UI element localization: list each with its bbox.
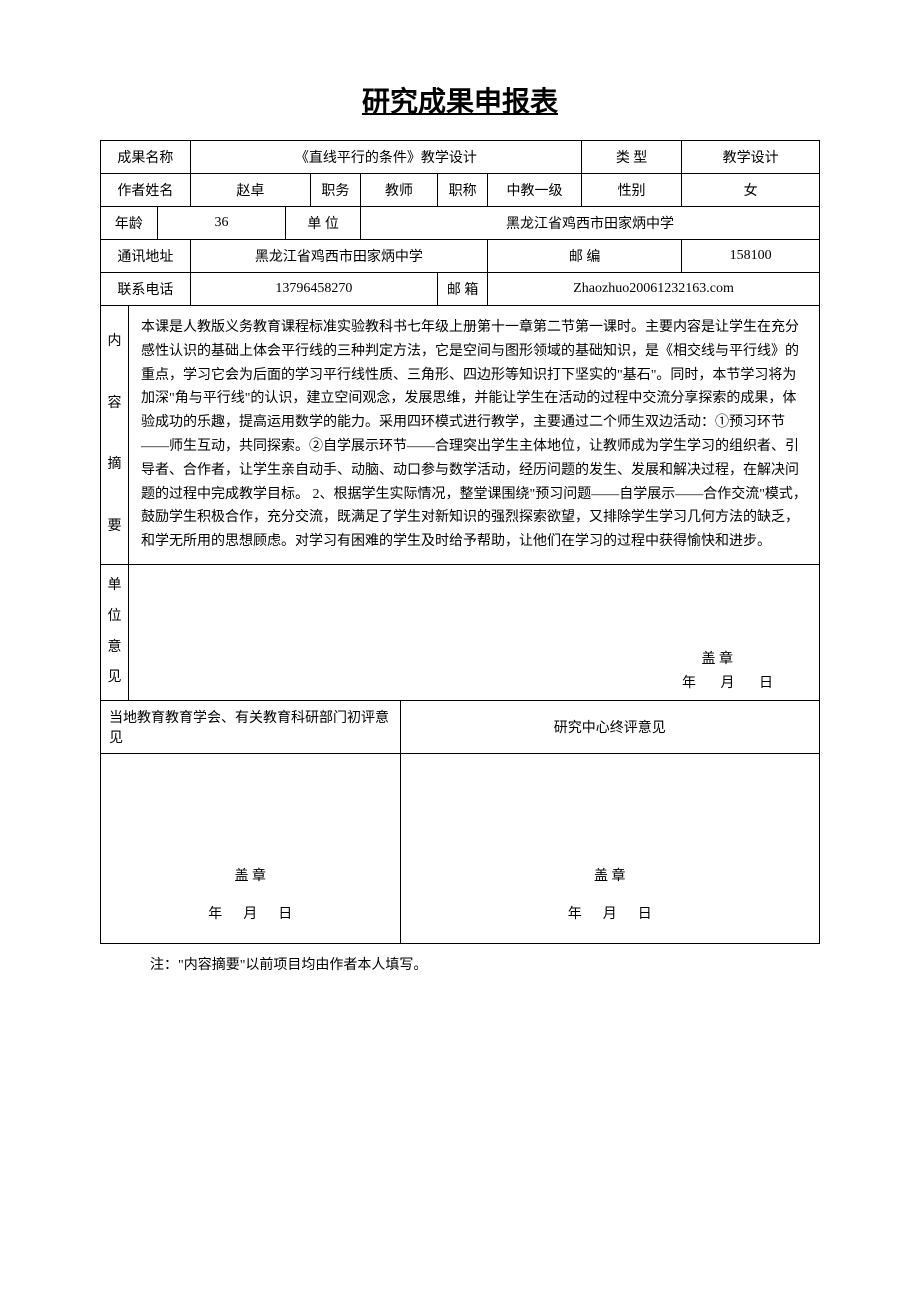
label-unit-opinion: 单位意见 (101, 564, 129, 700)
label-abstract: 内容摘要 (101, 306, 129, 565)
label-center-opinion: 研究中心终评意见 (400, 701, 819, 754)
value-postcode: 158100 (682, 240, 820, 273)
label-email: 邮 箱 (438, 273, 488, 306)
footnote: 注："内容摘要"以前项目均由作者本人填写。 (100, 954, 820, 974)
value-age: 36 (157, 207, 286, 240)
label-position: 职务 (310, 174, 360, 207)
label-local-opinion: 当地教育教育学会、有关教育科研部门初评意见 (101, 701, 401, 754)
label-address: 通讯地址 (101, 240, 191, 273)
value-type: 教学设计 (682, 141, 820, 174)
center-opinion-area: 盖 章 年 月 日 (400, 754, 819, 944)
label-unit: 单 位 (286, 207, 361, 240)
local-opinion-area: 盖 章 年 月 日 (101, 754, 401, 944)
unit-opinion-area: 盖 章 年 月 日 (129, 564, 820, 700)
label-age: 年龄 (101, 207, 158, 240)
value-phone: 13796458270 (190, 273, 437, 306)
application-form: 成果名称 《直线平行的条件》教学设计 类 型 教学设计 作者姓名 赵卓 职务 教… (100, 140, 820, 944)
label-type: 类 型 (581, 141, 681, 174)
label-postcode: 邮 编 (488, 240, 682, 273)
value-position: 教师 (360, 174, 437, 207)
value-email: Zhaozhuo20061232163.com (488, 273, 820, 306)
document-title: 研究成果申报表 (100, 80, 820, 120)
value-author: 赵卓 (190, 174, 310, 207)
label-result-name: 成果名称 (101, 141, 191, 174)
value-result-name: 《直线平行的条件》教学设计 (190, 141, 581, 174)
value-abstract: 本课是人教版义务教育课程标准实验教科书七年级上册第十一章第二节第一课时。主要内容… (129, 306, 820, 565)
label-gender: 性别 (581, 174, 681, 207)
label-phone: 联系电话 (101, 273, 191, 306)
value-address: 黑龙江省鸡西市田家炳中学 (190, 240, 487, 273)
label-title-rank: 职称 (438, 174, 488, 207)
value-gender: 女 (682, 174, 820, 207)
label-author: 作者姓名 (101, 174, 191, 207)
value-title-rank: 中教一级 (488, 174, 582, 207)
value-unit: 黑龙江省鸡西市田家炳中学 (360, 207, 819, 240)
